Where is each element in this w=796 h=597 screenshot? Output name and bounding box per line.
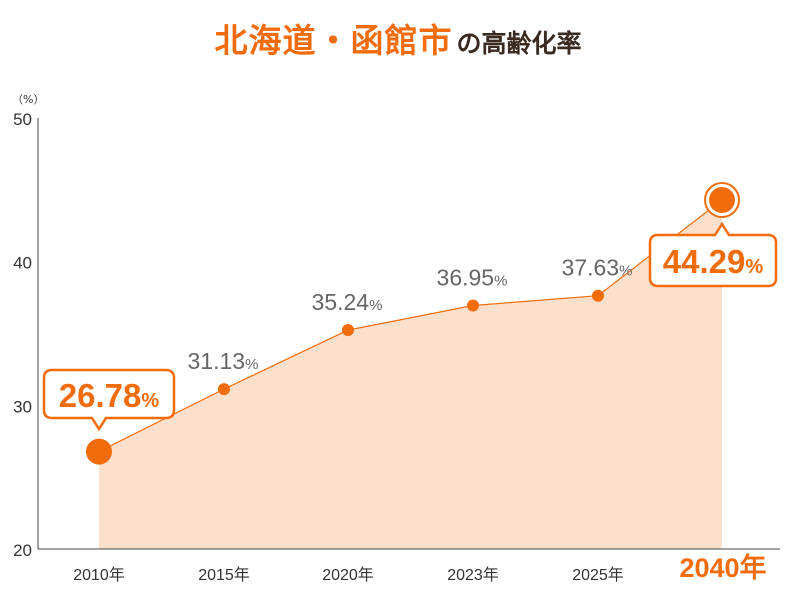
data-point bbox=[592, 289, 604, 302]
x-tick-label-highlight: 2040年 bbox=[679, 552, 766, 583]
y-tick-label: 50 bbox=[13, 110, 32, 129]
chart-title-sub: の高齢化率 bbox=[456, 29, 582, 58]
data-label: 37.63% bbox=[562, 255, 633, 281]
data-label-highlight: 26.78% bbox=[59, 377, 160, 414]
y-tick-label: 40 bbox=[13, 254, 32, 273]
x-tick-label: 2020年 bbox=[322, 566, 374, 584]
data-label: 36.95% bbox=[437, 264, 508, 290]
x-tick-label: 2025年 bbox=[572, 566, 624, 584]
x-tick-label: 2015年 bbox=[198, 566, 250, 584]
data-point-highlight bbox=[709, 187, 735, 214]
data-point bbox=[218, 383, 230, 396]
area-fill bbox=[99, 200, 722, 549]
x-tick-label: 2023年 bbox=[447, 566, 499, 584]
data-point bbox=[342, 324, 354, 337]
x-tick-label: 2010年 bbox=[73, 566, 125, 584]
y-tick-label: 20 bbox=[13, 541, 32, 560]
data-label-highlight: 44.29% bbox=[663, 243, 764, 280]
chart-title-main: 北海道・函館市 bbox=[214, 21, 453, 60]
series-line bbox=[98, 199, 723, 453]
data-label: 31.13% bbox=[188, 348, 259, 374]
y-axis-unit: （%） bbox=[12, 93, 44, 106]
chart-title: 北海道・函館市 の高齢化率 bbox=[0, 14, 796, 62]
data-point bbox=[467, 299, 479, 312]
callout-box bbox=[648, 221, 778, 288]
data-label: 35.24% bbox=[312, 289, 383, 315]
callout-box bbox=[42, 368, 176, 432]
data-point-highlight bbox=[86, 438, 112, 465]
y-tick-label: 30 bbox=[13, 397, 32, 416]
